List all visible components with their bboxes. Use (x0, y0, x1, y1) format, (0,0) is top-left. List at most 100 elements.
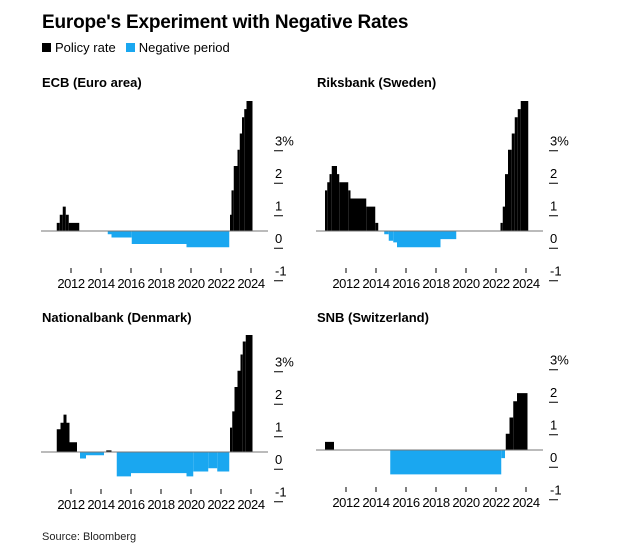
ecb-y-tick-label: -1 (275, 263, 287, 278)
nationalbank-rate-segment (60, 422, 64, 452)
ecb-x-tick-label: 2020 (177, 276, 204, 291)
legend-item-policy-rate: Policy rate (42, 40, 116, 55)
ecb-negative-segment (131, 231, 187, 244)
nationalbank-rate-segment (240, 354, 243, 452)
ecb-negative-segment (186, 231, 230, 248)
nationalbank-rate-segment (66, 422, 70, 452)
nationalbank-x-tick-label: 2024 (237, 497, 264, 512)
riksbank-y-tick-label: 1 (550, 198, 557, 213)
riksbank-negative-segment (388, 231, 394, 241)
ecb-rate-segment (246, 101, 253, 231)
snb-rate-segment (505, 433, 510, 450)
riksbank-rate-segment (348, 190, 351, 232)
nationalbank-x-tick-label: 2018 (147, 497, 174, 512)
riksbank-x-tick-label: 2016 (392, 276, 419, 291)
ecb-x-tick-label: 2016 (117, 276, 144, 291)
riksbank-negative-segment (397, 231, 441, 248)
snb-x-tick-label: 2012 (332, 495, 359, 510)
nationalbank-x-tick-label: 2020 (177, 497, 204, 512)
riksbank-rate-segment (514, 117, 518, 231)
snb-y-tick-label: -1 (550, 482, 562, 497)
riksbank-rate-segment (329, 174, 332, 232)
nationalbank-rate-segment (242, 341, 246, 452)
ecb-rate-segment (233, 166, 238, 231)
riksbank-rate-segment (325, 190, 328, 232)
ecb-y-tick-label: 2 (275, 166, 282, 181)
ecb-negative-segment (107, 231, 112, 235)
riksbank-x-tick-label: 2012 (332, 276, 359, 291)
nationalbank-negative-segment (193, 452, 209, 472)
panel-title-ecb: ECB (Euro area) (42, 75, 142, 90)
legend: Policy rate Negative period (42, 40, 240, 55)
snb-y-tick-label: 0 (550, 450, 557, 465)
ecb-y-tick-label: 1 (275, 198, 282, 213)
panel-title-riksbank: Riksbank (Sweden) (317, 75, 437, 90)
snb-x-tick-label: 2018 (422, 495, 449, 510)
riksbank-rate-segment (502, 206, 505, 232)
riksbank-rate-segment (505, 174, 508, 232)
ecb-negative-segment (111, 231, 132, 238)
nationalbank-negative-segment (116, 452, 131, 477)
snb-rate-segment (517, 393, 528, 451)
ecb-rate-segment (56, 222, 60, 232)
snb-rate-segment (325, 441, 334, 451)
riksbank-rate-segment (517, 109, 521, 232)
ecb-x-tick-label: 2018 (147, 276, 174, 291)
nationalbank-rate-segment (69, 442, 77, 452)
nationalbank-y-tick-label: 1 (275, 419, 282, 434)
source-note: Source: Bloomberg (42, 531, 137, 543)
riksbank-rate-segment (511, 133, 515, 231)
snb-negative-segment (501, 450, 505, 459)
nationalbank-rate-segment (232, 411, 235, 453)
ecb-rate-segment (231, 190, 234, 232)
riksbank-rate-segment (366, 206, 376, 232)
nationalbank-rate-segment (63, 414, 67, 453)
ecb-x-tick-label: 2022 (207, 276, 234, 291)
nationalbank-y-tick-label: -1 (275, 484, 287, 499)
ecb-x-tick-label: 2012 (57, 276, 84, 291)
nationalbank-x-tick-label: 2016 (117, 497, 144, 512)
nationalbank-x-tick-label: 2012 (57, 497, 84, 512)
snb-y-tick-label: 3% (550, 352, 569, 367)
ecb-rate-segment (65, 214, 69, 231)
nationalbank-rate-segment (106, 450, 112, 453)
nationalbank-y-tick-label: 3% (275, 354, 294, 369)
chart-title: Europe's Experiment with Negative Rates (42, 12, 409, 33)
ecb-rate-segment (230, 214, 232, 231)
nationalbank-rate-segment (234, 387, 238, 452)
ecb-x-tick-label: 2014 (87, 276, 114, 291)
panel-title-nationalbank: Nationalbank (Denmark) (42, 310, 192, 325)
riksbank-negative-segment (393, 231, 397, 243)
legend-swatch-policy-rate (42, 43, 51, 52)
riksbank-rate-segment (331, 166, 337, 231)
ecb-rate-segment (68, 222, 80, 232)
nationalbank-x-tick-label: 2022 (207, 497, 234, 512)
legend-label-negative-period: Negative period (138, 40, 230, 55)
nationalbank-negative-segment (80, 452, 86, 459)
panel-title-snb: SNB (Switzerland) (317, 310, 429, 325)
legend-item-negative-period: Negative period (125, 40, 230, 55)
nationalbank-negative-segment (131, 452, 187, 474)
riksbank-x-tick-label: 2020 (452, 276, 479, 291)
nationalbank-negative-segment (86, 452, 104, 456)
ecb-x-tick-label: 2024 (237, 276, 264, 291)
ecb-y-tick-label: 3% (275, 133, 294, 148)
riksbank-y-tick-label: 2 (550, 166, 557, 181)
riksbank-rate-segment (350, 198, 367, 231)
riksbank-y-tick-label: -1 (550, 263, 562, 278)
nationalbank-rate-segment (230, 427, 233, 453)
ecb-rate-segment (242, 117, 245, 231)
riksbank-x-tick-label: 2022 (482, 276, 509, 291)
riksbank-rate-segment (327, 182, 330, 231)
riksbank-x-tick-label: 2014 (362, 276, 389, 291)
ecb-rate-segment (59, 214, 63, 231)
nationalbank-rate-segment (56, 429, 61, 452)
nationalbank-negative-segment (208, 452, 218, 469)
riksbank-rate-segment (508, 149, 512, 231)
riksbank-negative-segment (384, 231, 389, 235)
snb-x-tick-label: 2022 (482, 495, 509, 510)
riksbank-rate-segment (337, 174, 340, 232)
riksbank-y-tick-label: 0 (550, 231, 557, 246)
riksbank-negative-segment (440, 231, 457, 240)
riksbank-y-tick-label: 3% (550, 133, 569, 148)
